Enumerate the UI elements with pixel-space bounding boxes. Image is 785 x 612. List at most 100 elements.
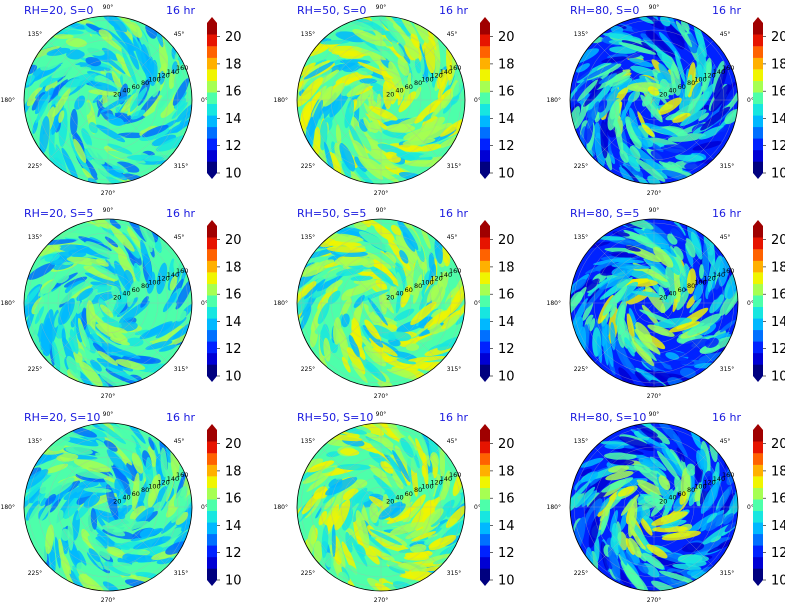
colorbar-tick-label: 10 <box>498 167 515 182</box>
grid-spoke <box>380 506 441 567</box>
precip-cell <box>352 29 387 47</box>
precip-cell <box>105 484 119 521</box>
radial-label: 160 <box>449 64 461 72</box>
precip-cell <box>436 69 447 90</box>
colorbar-tick-label: 16 <box>498 288 515 303</box>
panel-rh50-s5: RH=50, S=5 16 hr 0° 45° 90° 135° 180° 225° 270° 3… <box>273 203 533 403</box>
precip-cell <box>626 313 635 342</box>
angle-label: 270° <box>101 393 115 400</box>
colorbar-tick-label: 20 <box>771 233 785 248</box>
precip-cell <box>625 546 640 566</box>
precip-cell <box>698 112 709 122</box>
precip-cell <box>589 318 596 332</box>
precip-cell <box>358 356 387 382</box>
colorbar: 10 12 14 16 18 20 <box>753 17 785 182</box>
angle-label: 135° <box>301 438 315 445</box>
radial-label: 140 <box>167 475 179 483</box>
precip-cell <box>374 41 400 65</box>
colorbar-level <box>480 237 490 250</box>
precip-cell <box>365 252 392 269</box>
precip-cell <box>665 448 678 465</box>
precip-cell <box>631 338 653 362</box>
colorbar-level <box>753 533 763 546</box>
colorbar-tick-label: 18 <box>225 57 242 72</box>
precip-cell <box>347 347 366 375</box>
angle-label: 315° <box>447 570 461 577</box>
colorbar-level <box>753 453 763 465</box>
precip-cell <box>631 123 649 148</box>
precip-cell <box>388 565 406 574</box>
precip-cell <box>407 434 418 451</box>
precip-cell <box>628 537 642 558</box>
precip-cell <box>46 47 71 56</box>
colorbar-level <box>480 149 490 162</box>
panel-title: RH=20, S=10 <box>24 411 101 424</box>
radial-label: 40 <box>668 87 676 95</box>
polar-grid <box>297 423 465 591</box>
precip-cell <box>666 25 685 50</box>
precip-cell <box>711 471 719 485</box>
precip-cell <box>27 262 56 280</box>
precip-cell <box>179 102 192 125</box>
precip-cell <box>591 50 616 61</box>
angle-label: 225° <box>301 366 315 373</box>
precip-cell <box>396 358 417 365</box>
precip-cell <box>593 257 632 265</box>
precip-cell <box>393 308 415 321</box>
precip-cell <box>175 511 189 525</box>
colorbar-level <box>480 283 490 296</box>
radial-label: 140 <box>713 68 725 76</box>
precip-cell <box>644 122 678 137</box>
precip-cell <box>76 562 88 575</box>
precip-cell <box>335 71 368 85</box>
radial-label: 60 <box>405 490 413 498</box>
precip-cell <box>690 428 702 449</box>
precip-cell <box>374 224 395 241</box>
precip-cell <box>686 463 696 476</box>
precip-cell <box>619 166 638 184</box>
colorbar-level <box>207 237 217 250</box>
precip-cell <box>419 283 434 310</box>
precip-cell <box>638 458 659 471</box>
precip-cell <box>717 473 728 500</box>
colorbar-tick-label: 12 <box>771 139 785 154</box>
angle-label: 135° <box>574 438 588 445</box>
precip-cell <box>407 40 419 60</box>
precip-cell <box>73 459 111 473</box>
precip-cell <box>158 344 177 352</box>
precip-cell <box>696 43 707 82</box>
precip-cell <box>402 137 436 146</box>
precip-cell <box>644 228 670 250</box>
radial-label: 40 <box>395 87 403 95</box>
radial-label: 140 <box>440 475 452 483</box>
precip-cell <box>620 142 641 172</box>
precip-cell <box>75 470 107 479</box>
precip-cell <box>326 504 340 532</box>
radial-label: 120 <box>703 479 715 487</box>
precip-cell <box>101 47 118 61</box>
precip-cell <box>634 371 661 387</box>
precip-cell <box>680 109 707 127</box>
colorbar-tick-label: 16 <box>498 85 515 100</box>
precip-cell <box>350 275 373 282</box>
colorbar-level <box>753 92 763 104</box>
precip-cell <box>51 64 81 79</box>
radial-label: 60 <box>678 286 686 294</box>
precip-cell <box>410 301 437 326</box>
precip-cell <box>414 98 443 124</box>
precip-cell <box>83 494 101 508</box>
precip-cell <box>384 468 401 497</box>
precip-cell <box>580 468 592 477</box>
colorbar-level <box>480 17 490 35</box>
precip-cell <box>614 118 624 155</box>
precip-cell <box>673 246 684 261</box>
colorbar-level <box>480 57 490 70</box>
grid-spoke <box>48 243 109 304</box>
precip-cell <box>380 552 395 562</box>
precip-cell <box>618 42 657 55</box>
colorbar: 10 12 14 16 18 20 <box>753 220 785 385</box>
precip-cell <box>96 124 126 143</box>
precip-cell <box>580 457 604 468</box>
precip-cell <box>391 40 405 57</box>
radial-label: 80 <box>141 282 149 290</box>
